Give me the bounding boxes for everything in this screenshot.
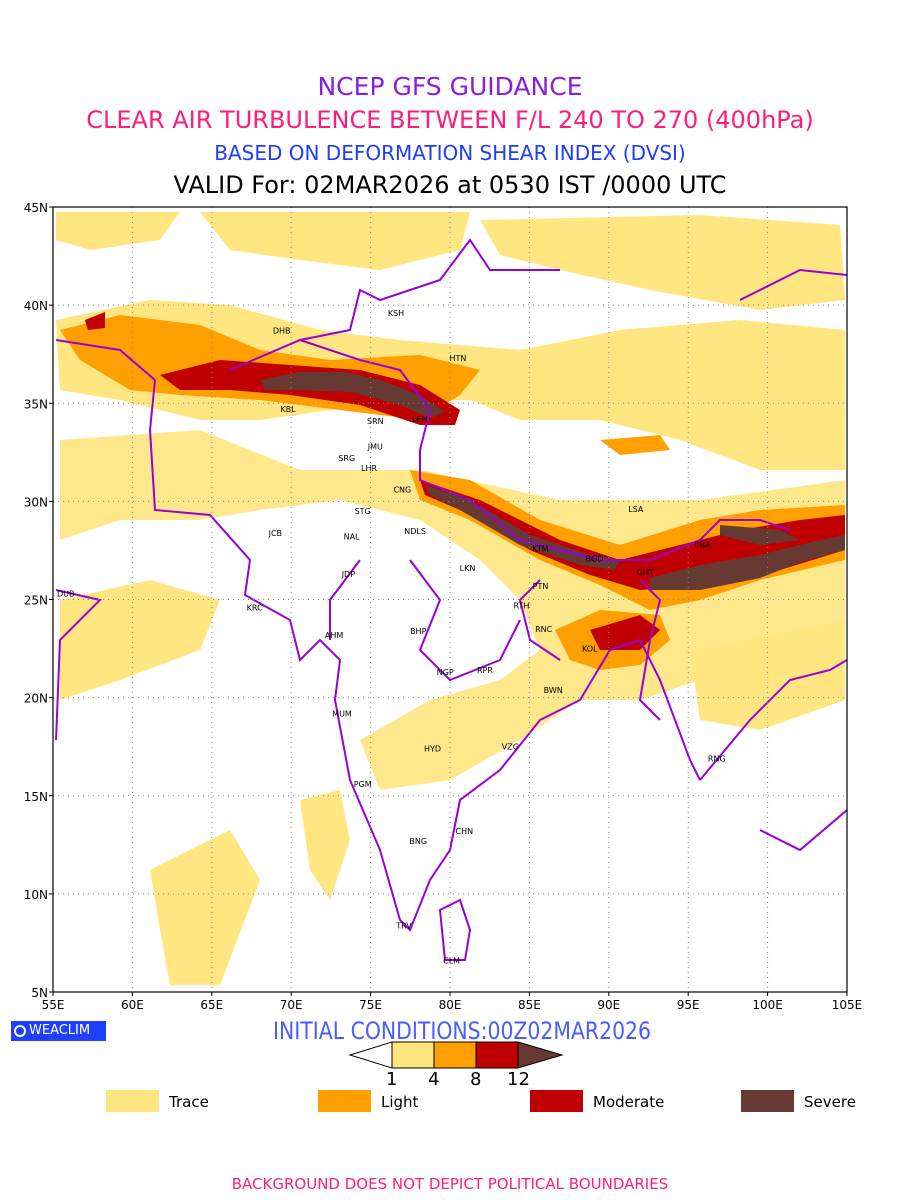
city-label-trv: TRV — [395, 921, 412, 930]
color-bar — [348, 1041, 564, 1069]
y-tick-label: 35N — [24, 397, 48, 411]
y-tick-label: 25N — [24, 594, 48, 608]
city-label-kbl: KBL — [280, 405, 296, 414]
colorbar-trace — [391, 1041, 435, 1069]
legend-swatch — [318, 1090, 371, 1112]
city-label-mum: MUM — [332, 709, 352, 718]
x-tick-label: 60E — [121, 998, 144, 1012]
x-tick-label: 100E — [752, 998, 783, 1012]
city-label-ksh: KSH — [388, 309, 404, 318]
city-label-hyd: HYD — [424, 745, 441, 754]
x-tick-label: 85E — [518, 998, 541, 1012]
city-label-rnc: RNC — [535, 625, 553, 634]
y-tick-label: 15N — [24, 790, 48, 804]
colorbar-label: 8 — [470, 1069, 482, 1090]
legend-swatch — [106, 1090, 159, 1112]
city-label-jcb: JCB — [268, 529, 282, 538]
legend-label: Trace — [169, 1093, 209, 1111]
city-label-lsa: LSA — [628, 505, 644, 514]
city-label-nal: NAL — [344, 533, 360, 542]
city-label-cng: CNG — [393, 486, 411, 495]
city-label-ptn: PTN — [533, 582, 549, 591]
city-label-lkn: LKN — [460, 564, 476, 573]
city-label-vzg: VZG — [502, 743, 519, 752]
colorbar-light — [433, 1041, 477, 1069]
x-tick-label: 70E — [280, 998, 303, 1012]
turbulence-map: KSH DHB HTN KBL SRN LEH JMU SRG LHR CNG STG LSA JCB N… — [24, 201, 863, 1012]
city-label-stg: STG — [355, 507, 371, 516]
city-labels: KSH DHB HTN KBL SRN LEH JMU SRG LHR CNG STG LSA JCB N… — [57, 309, 726, 966]
city-label-ngp: NGP — [437, 668, 454, 677]
city-label-bhp: BHP — [410, 627, 427, 636]
city-label-ght: GHT — [637, 568, 654, 577]
y-tick-label: 40N — [24, 299, 48, 313]
colorbar-label: 12 — [507, 1069, 530, 1090]
city-label-kol: KOL — [582, 645, 598, 654]
x-tick-label: 95E — [677, 998, 700, 1012]
legend-label: Severe — [804, 1093, 856, 1111]
city-label-bgd: BGD — [586, 554, 604, 563]
city-label-pgm: PGM — [354, 780, 372, 789]
city-label-dhb: DHB — [273, 327, 291, 336]
x-tick-label: 55E — [42, 998, 65, 1012]
city-label-lhr: LHR — [361, 464, 377, 473]
chart-title: NCEP GFS GUIDANCE — [317, 72, 583, 101]
legend-label: Moderate — [593, 1093, 665, 1111]
city-label-ndls: NDLS — [404, 527, 426, 536]
y-tick-label: 10N — [24, 888, 48, 902]
city-label-clm: CLM — [443, 957, 460, 966]
city-label-jmu: JMU — [367, 442, 383, 451]
city-label-ahm: AHM — [325, 631, 343, 640]
y-tick-label: 20N — [24, 692, 48, 706]
legend-swatch — [530, 1090, 583, 1112]
city-label-jdp: JDP — [341, 570, 356, 579]
city-label-dub: DUB — [57, 590, 75, 599]
legend-swatch — [741, 1090, 794, 1112]
x-tick-label: 65E — [200, 998, 223, 1012]
colorbar-below-arrow — [348, 1041, 393, 1069]
city-label-htn: HTN — [449, 354, 466, 363]
city-label-bwn: BWN — [544, 686, 563, 695]
initial-conditions: INITIAL CONDITIONS:00Z02MAR2026 — [273, 1017, 652, 1045]
city-label-rth: RTH — [514, 601, 530, 610]
x-tick-label: 75E — [359, 998, 382, 1012]
colorbar-label: 4 — [428, 1069, 440, 1090]
weaclim-logo: WEACLIM — [11, 1021, 106, 1041]
city-label-srg: SRG — [338, 454, 355, 463]
city-label-srn: SRN — [367, 417, 384, 426]
city-label-bng: BNG — [409, 837, 427, 846]
city-label-rpr: RPR — [477, 666, 493, 675]
x-tick-label: 90E — [597, 998, 620, 1012]
city-label-krc: KRC — [247, 603, 263, 612]
logo-text: WEACLIM — [29, 1023, 91, 1038]
grid-lines — [53, 207, 847, 992]
city-label-leh: LEH — [412, 415, 428, 424]
valid-time: VALID For: 02MAR2026 at 0530 IST /0000 U… — [173, 171, 727, 199]
city-label-rng: RNG — [708, 754, 726, 763]
x-tick-label: 80E — [439, 998, 462, 1012]
city-label-cba: CBA — [694, 541, 711, 550]
footer-disclaimer: BACKGROUND DOES NOT DEPICT POLITICAL BOU… — [231, 1175, 669, 1193]
colorbar-severe-arrow — [517, 1041, 564, 1069]
logo-circle-icon — [14, 1025, 26, 1037]
city-label-chn: CHN — [455, 827, 473, 836]
chart-subtitle: CLEAR AIR TURBULENCE BETWEEN F/L 240 TO … — [86, 106, 814, 134]
boundary-lines — [55, 238, 847, 961]
colorbar-moderate — [475, 1041, 519, 1069]
colorbar-label: 1 — [386, 1069, 398, 1090]
chart-basis: BASED ON DEFORMATION SHEAR INDEX (DVSI) — [214, 141, 686, 165]
x-tick-label: 105E — [832, 998, 863, 1012]
axis-ticks: 55E 60E 65E 70E 75E 80E 85E 90E 95E 100E 105E 5N 10N… — [24, 201, 863, 1012]
turbulence-field — [55, 212, 847, 985]
city-label-ktm: KTM — [532, 544, 549, 553]
severe-areas — [260, 372, 845, 590]
legend-label: Light — [381, 1093, 419, 1111]
y-tick-label: 5N — [31, 986, 48, 1000]
y-tick-label: 30N — [24, 495, 48, 509]
y-tick-label: 45N — [24, 201, 48, 215]
